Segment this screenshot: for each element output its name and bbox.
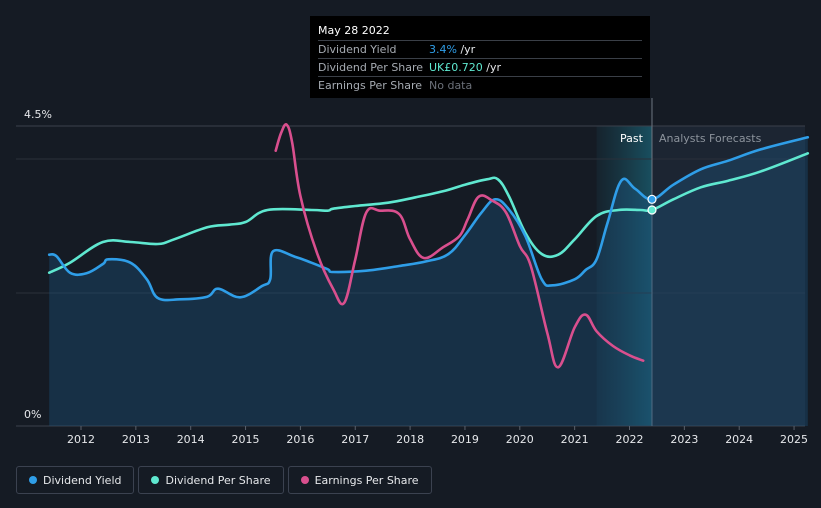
tooltip-value: UK£0.720 /yr bbox=[429, 61, 502, 74]
x-tick-label: 2014 bbox=[177, 433, 205, 446]
dividend-per-share-dot-icon bbox=[151, 476, 160, 484]
tooltip-label: Earnings Per Share bbox=[318, 79, 423, 92]
legend-label: Dividend Yield bbox=[43, 473, 122, 487]
x-tick-label: 2024 bbox=[725, 433, 753, 446]
x-tick-label: 2012 bbox=[67, 433, 95, 446]
x-tick-label: 2020 bbox=[506, 433, 534, 446]
dividend-per-share-marker bbox=[647, 205, 657, 215]
x-tick-label: 2015 bbox=[232, 433, 260, 446]
x-tick-label: 2016 bbox=[286, 433, 314, 446]
legend-dividend-per-share[interactable]: Dividend Per Share bbox=[138, 466, 284, 494]
tooltip-label: Dividend Yield bbox=[318, 43, 397, 56]
earnings-per-share-dot-icon bbox=[300, 476, 309, 484]
forecast-band bbox=[651, 126, 805, 426]
hover-tooltip: May 28 2022 Dividend Yield 3.4% /yr Divi… bbox=[310, 16, 650, 98]
tooltip-row-earnings-per-share: Earnings Per Share No data bbox=[318, 76, 642, 94]
legend-label: Earnings Per Share bbox=[314, 473, 419, 487]
legend-label: Dividend Per Share bbox=[165, 473, 271, 487]
past-label: Past bbox=[620, 132, 644, 145]
tooltip-date: May 28 2022 bbox=[318, 24, 390, 37]
x-tick-label: 2017 bbox=[341, 433, 369, 446]
dividend-yield-marker bbox=[647, 194, 657, 204]
y-label-top: 4.5% bbox=[24, 108, 52, 121]
x-tick-label: 2019 bbox=[451, 433, 479, 446]
dividend-yield-area bbox=[49, 137, 808, 427]
dividend-yield-dot-icon bbox=[29, 476, 37, 484]
tooltip-value: 3.4% /yr bbox=[429, 43, 476, 56]
tooltip-value: No data bbox=[429, 79, 473, 92]
x-tick-label: 2021 bbox=[561, 433, 589, 446]
dividend-per-share-line bbox=[47, 152, 810, 274]
tooltip-label: Dividend Per Share bbox=[318, 61, 424, 74]
tooltip-row-dividend-per-share: Dividend Per Share UK£0.720 /yr bbox=[318, 58, 642, 76]
dividend-yield-line bbox=[47, 136, 810, 302]
chart-legend: Dividend Yield Dividend Per Share Earnin… bbox=[16, 466, 432, 494]
x-tick-label: 2018 bbox=[396, 433, 424, 446]
x-tick-label: 2023 bbox=[670, 433, 698, 446]
x-tick-label: 2013 bbox=[122, 433, 150, 446]
x-tick-label: 2022 bbox=[616, 433, 644, 446]
past-band bbox=[596, 126, 652, 426]
x-tick-label: 2025 bbox=[780, 433, 808, 446]
earnings-per-share-line bbox=[274, 123, 645, 369]
tooltip-row-dividend-yield: Dividend Yield 3.4% /yr bbox=[318, 40, 642, 58]
legend-earnings-per-share[interactable]: Earnings Per Share bbox=[287, 466, 432, 494]
forecast-label: Analysts Forecasts bbox=[659, 132, 762, 145]
legend-dividend-yield[interactable]: Dividend Yield bbox=[16, 466, 135, 494]
y-label-bottom: 0% bbox=[24, 408, 41, 421]
